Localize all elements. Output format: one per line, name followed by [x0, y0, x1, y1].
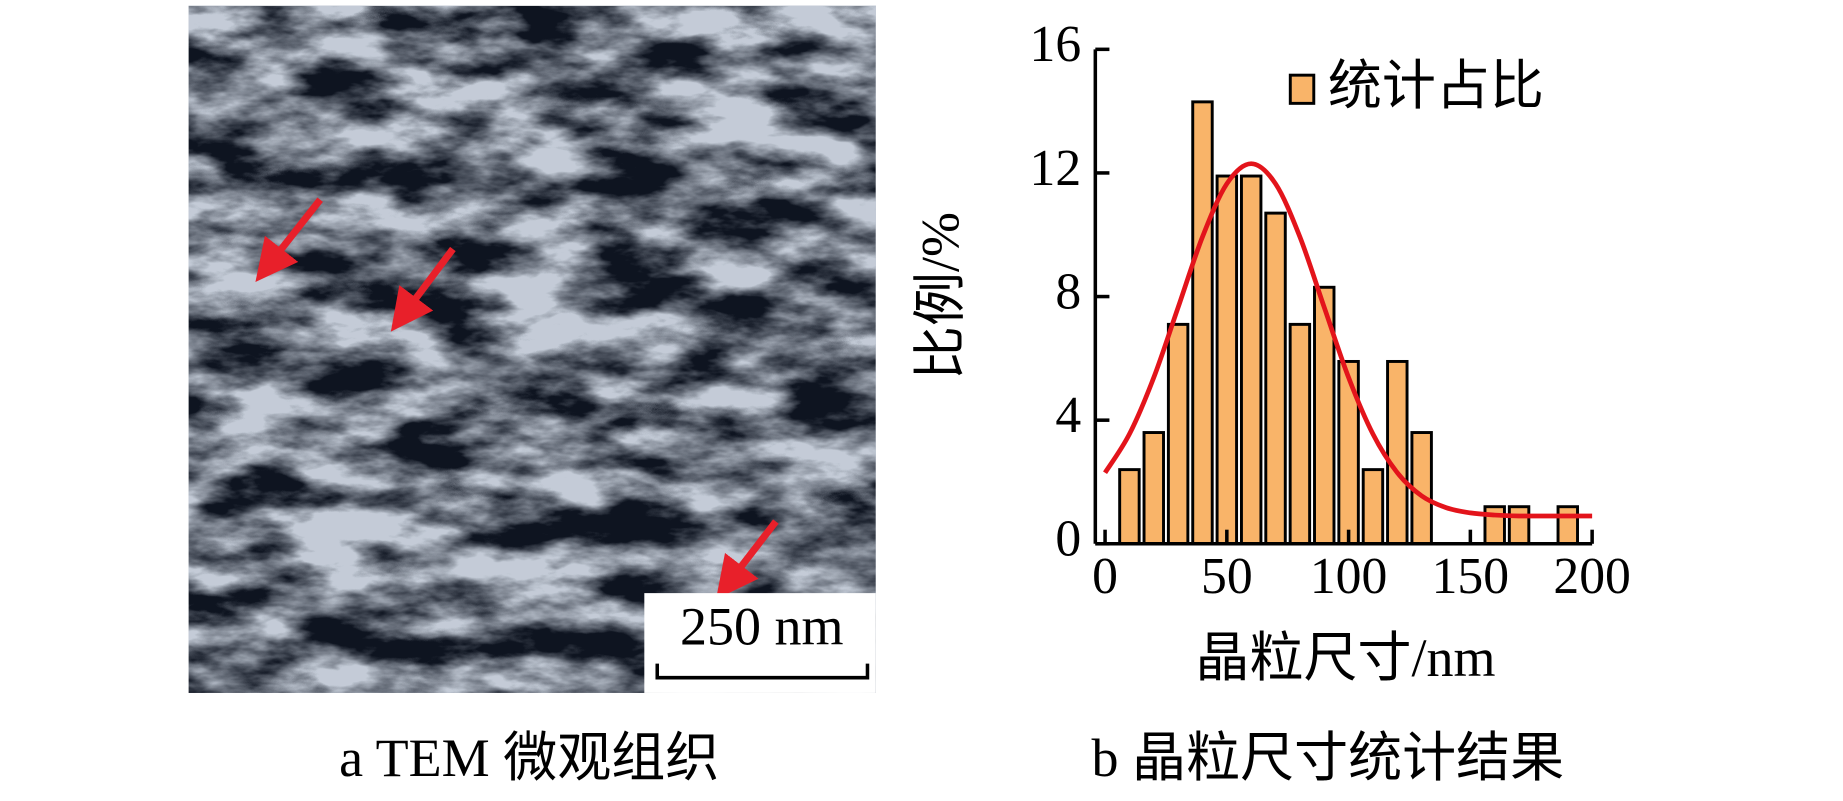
x-tick-label: 200	[1553, 548, 1630, 605]
caption-b: b 晶粒尺寸统计结果	[1092, 728, 1565, 788]
bar	[1142, 431, 1165, 546]
x-tick-label: 150	[1432, 548, 1509, 605]
bar	[1239, 174, 1263, 546]
y-tick-label: 12	[1030, 140, 1082, 197]
scale-bar-label: 250 nm	[680, 596, 844, 656]
y-tick-label: 0	[1055, 511, 1081, 568]
bar	[1507, 505, 1531, 546]
tem-image: 250 nm	[188, 5, 876, 693]
x-axis-label: 晶粒尺寸/nm	[1195, 628, 1495, 688]
bar	[1166, 322, 1190, 546]
caption-a: a TEM 微观组织	[339, 728, 719, 788]
bar	[1556, 505, 1579, 546]
y-tick-label: 4	[1055, 387, 1081, 444]
bar	[1288, 322, 1312, 546]
bar	[1361, 468, 1385, 546]
y-tick-label: 8	[1055, 263, 1081, 320]
bar	[1215, 174, 1239, 546]
bar	[1191, 100, 1214, 546]
y-axis-label: 比例/%	[911, 212, 971, 380]
fit-curve	[1103, 161, 1593, 519]
bar	[1264, 211, 1287, 546]
legend-label: 统计占比	[1328, 56, 1544, 116]
y-tick-label: 16	[1030, 16, 1082, 73]
x-tick-label: 50	[1201, 548, 1253, 605]
legend-swatch	[1288, 73, 1316, 105]
bar	[1386, 359, 1409, 546]
x-tick-label: 0	[1092, 548, 1118, 605]
x-tick-label: 100	[1310, 548, 1387, 605]
bar	[1118, 468, 1141, 546]
